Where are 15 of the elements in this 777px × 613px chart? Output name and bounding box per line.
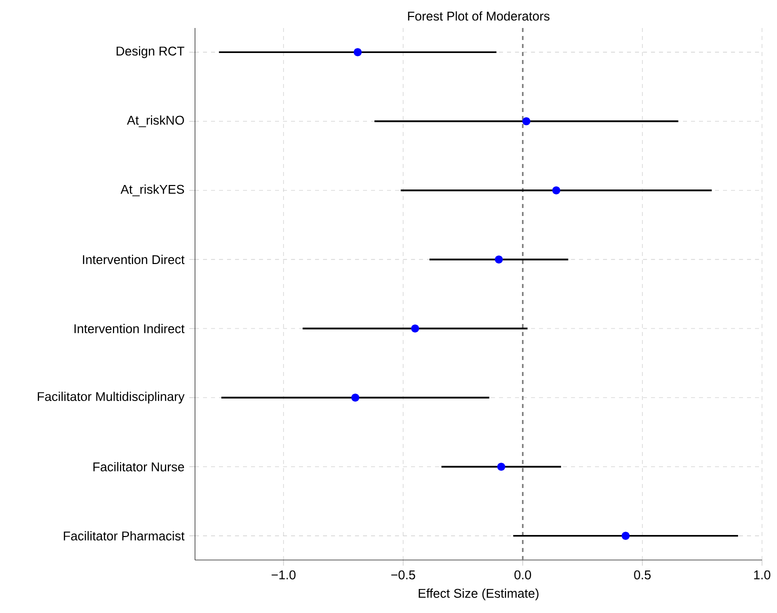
y-tick-label: At_riskYES — [120, 184, 184, 196]
y-tick-label: At_riskNO — [126, 115, 184, 128]
y-tick-label: Facilitator Pharmacist — [64, 531, 184, 540]
x-tick-label: −0.5 — [391, 570, 416, 580]
y-tick-label: Design RCT — [116, 46, 184, 58]
x-axis-title: Effect Size (Estimate) — [418, 588, 538, 600]
x-tick-label: 0.0 — [514, 570, 532, 580]
chart-title: Forest Plot of Moderators — [408, 11, 550, 21]
y-tick-label: Facilitator Nurse — [93, 462, 184, 472]
y-tick-label: Intervention Direct — [82, 254, 184, 264]
x-tick-label: 1.0 — [754, 570, 770, 580]
x-tick-label: 0.5 — [634, 570, 651, 580]
y-tick-label: Intervention Indirect — [74, 324, 184, 334]
y-tick-label: Facilitator Multidisciplinary — [38, 392, 185, 404]
x-tick-label: −1.0 — [272, 570, 296, 580]
